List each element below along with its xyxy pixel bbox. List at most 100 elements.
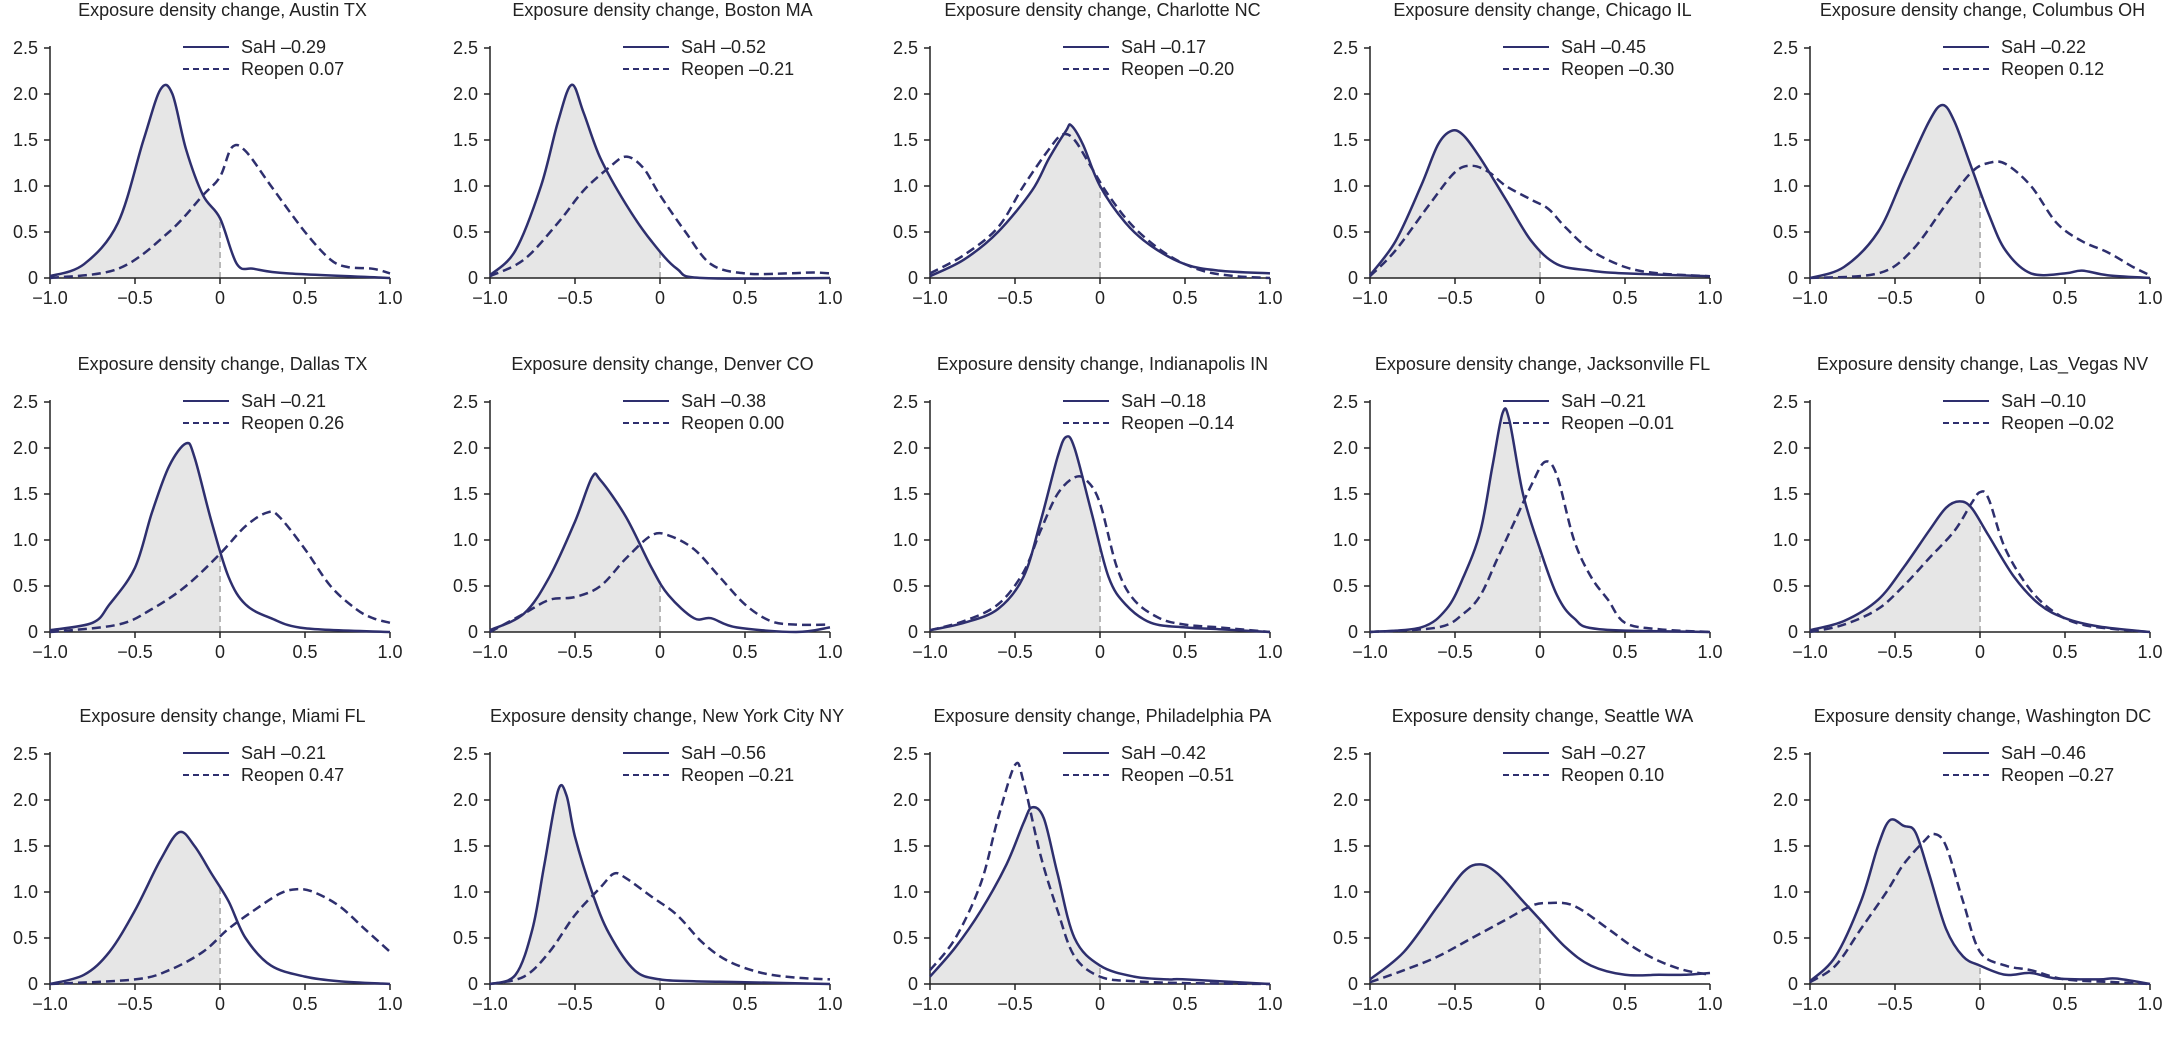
- y-tick-label: 1.5: [1333, 130, 1358, 150]
- reopen-series-line: [929, 132, 1271, 280]
- x-tick-label: −0.5: [557, 642, 593, 662]
- y-tick-label: 0: [1348, 974, 1358, 994]
- legend-label: Reopen 0.47: [241, 764, 345, 785]
- legend-label: Reopen 0.10: [1561, 764, 1665, 785]
- legend-entry-sah: SaH –0.21: [183, 390, 326, 412]
- x-tick-label: −1.0: [1352, 994, 1388, 1014]
- y-tick-label: 0: [468, 622, 478, 642]
- chart-title: Exposure density change, Denver CO: [511, 354, 814, 374]
- dashed-line-swatch: [623, 422, 669, 424]
- dashed-line-swatch: [183, 422, 229, 424]
- x-tick-label: 1.0: [1697, 994, 1722, 1014]
- sah-negative-area: [1370, 408, 1542, 632]
- x-tick-label: 0: [1975, 994, 1985, 1014]
- x-tick-label: 0: [1535, 994, 1545, 1014]
- y-tick-label: 1.0: [453, 882, 478, 902]
- x-tick-label: 0: [215, 994, 225, 1014]
- x-tick-label: 0.5: [1172, 288, 1197, 308]
- y-tick-label: 0.5: [13, 928, 38, 948]
- y-tick-label: 2.5: [1333, 392, 1358, 412]
- chart-panel: 0 0.5 1.0 1.5 2.0 2.5 −1.0 −0.5 0 0.5 1.0 Exposure …: [0, 354, 440, 694]
- sah-series-line: [489, 83, 831, 280]
- x-tick-label: 0.5: [1612, 994, 1637, 1014]
- legend-entry-reopen: Reopen 0.10: [1503, 764, 1664, 786]
- y-tick-label: 2.5: [1773, 744, 1798, 764]
- y-tick-label: 2.5: [13, 38, 38, 58]
- legend-entry-reopen: Reopen 0.47: [183, 764, 344, 786]
- solid-line-swatch: [623, 400, 669, 402]
- y-tick-label: 0.5: [1773, 928, 1798, 948]
- y-tick-label: 0.5: [1333, 576, 1358, 596]
- reopen-series-line: [1369, 164, 1711, 278]
- sah-negative-area: [50, 831, 220, 984]
- x-tick-label: −1.0: [472, 288, 508, 308]
- legend-label: Reopen 0.26: [241, 412, 345, 433]
- sah-series-line: [1369, 128, 1711, 278]
- x-tick-label: 0: [1095, 642, 1105, 662]
- solid-line-swatch: [1063, 752, 1109, 754]
- y-tick-label: 0.5: [893, 928, 918, 948]
- solid-line-swatch: [183, 752, 229, 754]
- y-tick-label: 2.0: [453, 790, 478, 810]
- small-multiples-grid: 0 0.5 1.0 1.5 2.0 2.5 −1.0 −0.5 0 0.5 1.0 Exposure …: [0, 0, 2163, 1014]
- y-tick-label: 1.5: [893, 130, 918, 150]
- chart-title: Exposure density change, Indianapolis IN: [936, 354, 1269, 374]
- y-tick-label: 2.0: [1773, 790, 1798, 810]
- x-tick-label: −1.0: [1352, 642, 1388, 662]
- y-tick-label: 2.0: [893, 438, 918, 458]
- legend-label: Reopen 0.07: [241, 58, 345, 79]
- reopen-series-line: [1809, 832, 2151, 986]
- chart-panel: 0 0.5 1.0 1.5 2.0 2.5 −1.0 −0.5 0 0.5 1.0 Exposure …: [1760, 354, 2163, 694]
- x-tick-label: −0.5: [997, 642, 1033, 662]
- x-tick-label: 0.5: [2052, 288, 2077, 308]
- sah-series-line: [489, 783, 831, 986]
- legend-entry-reopen: Reopen –0.14: [1063, 412, 1234, 434]
- x-tick-label: 1.0: [377, 994, 402, 1014]
- y-tick-label: 0: [908, 268, 918, 288]
- legend-label: SaH –0.46: [2001, 742, 2087, 763]
- x-tick-label: −0.5: [557, 288, 593, 308]
- solid-line-swatch: [1503, 46, 1549, 48]
- x-tick-label: −1.0: [1792, 994, 1828, 1014]
- y-tick-label: 0.5: [1333, 222, 1358, 242]
- reopen-series-line: [929, 761, 1271, 986]
- reopen-series-line: [49, 510, 391, 634]
- y-tick-label: 1.5: [13, 836, 38, 856]
- legend-label: SaH –0.10: [2001, 390, 2087, 411]
- y-tick-label: 1.5: [1773, 836, 1798, 856]
- x-tick-label: 0.5: [2052, 642, 2077, 662]
- x-tick-label: 0.5: [1172, 994, 1197, 1014]
- chart-title: Exposure density change, Dallas TX: [77, 354, 368, 374]
- sah-series-line: [929, 805, 1271, 986]
- chart-title: Exposure density change, Austin TX: [78, 0, 367, 20]
- y-tick-label: 1.5: [1773, 484, 1798, 504]
- x-tick-label: −1.0: [32, 642, 68, 662]
- sah-negative-area: [490, 84, 660, 279]
- chart-svg: 0 0.5 1.0 1.5 2.0 2.5 −1.0 −0.5 0 0.5 1.0: [1333, 38, 1723, 308]
- legend-label: SaH –0.21: [241, 390, 327, 411]
- y-tick-label: 2.0: [453, 438, 478, 458]
- reopen-series-line: [1369, 460, 1711, 634]
- y-tick-label: 2.5: [13, 744, 38, 764]
- x-tick-label: −0.5: [1877, 288, 1913, 308]
- y-tick-label: 2.5: [13, 392, 38, 412]
- legend-label: SaH –0.21: [1561, 390, 1647, 411]
- y-tick-label: 2.0: [13, 438, 38, 458]
- solid-line-swatch: [1503, 400, 1549, 402]
- y-tick-label: 1.5: [13, 130, 38, 150]
- legend-entry-reopen: Reopen 0.00: [623, 412, 784, 434]
- y-tick-label: 2.0: [893, 84, 918, 104]
- reopen-series-line: [1369, 901, 1711, 984]
- legend-label: Reopen 0.00: [681, 412, 785, 433]
- chart-title: Exposure density change, New York City N…: [490, 706, 845, 726]
- y-tick-label: 1.5: [1333, 484, 1358, 504]
- sah-series-line: [1369, 863, 1711, 981]
- legend-label: SaH –0.45: [1561, 36, 1647, 57]
- x-tick-label: 1.0: [817, 642, 842, 662]
- chart-svg: 0 0.5 1.0 1.5 2.0 2.5 −1.0 −0.5 0 0.5 1.0: [1773, 744, 2163, 1014]
- chart-panel: 0 0.5 1.0 1.5 2.0 2.5 −1.0 −0.5 0 0.5 1.0 Exposure …: [440, 0, 880, 340]
- sah-series-line: [929, 123, 1271, 278]
- x-tick-label: 0: [1095, 288, 1105, 308]
- dashed-line-swatch: [623, 68, 669, 70]
- legend-label: SaH –0.56: [681, 742, 767, 763]
